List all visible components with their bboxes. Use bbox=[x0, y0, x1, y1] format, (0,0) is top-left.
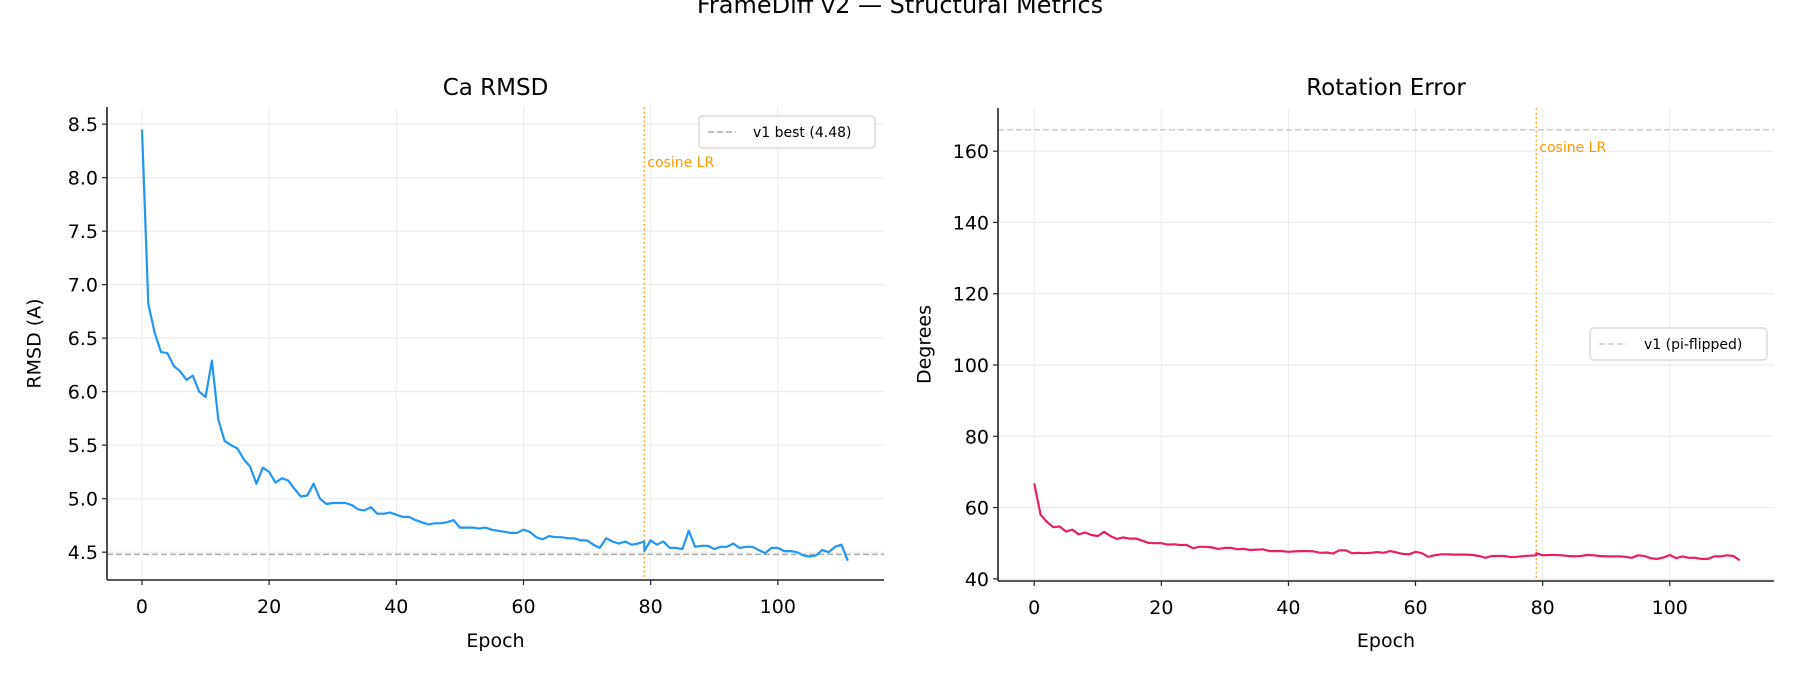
cosine-lr-annotation: cosine LR bbox=[647, 155, 714, 171]
y-tick-label: 6.0 bbox=[68, 382, 98, 404]
plot-title: Rotation Error bbox=[1306, 75, 1466, 101]
y-tick-label: 4.5 bbox=[68, 542, 98, 564]
x-tick-label: 0 bbox=[136, 596, 148, 618]
y-tick-label: 100 bbox=[953, 355, 989, 377]
y-tick-label: 140 bbox=[953, 212, 989, 234]
y-tick-label: 5.5 bbox=[68, 435, 98, 457]
y-tick-label: 40 bbox=[965, 569, 989, 591]
x-tick-label: 0 bbox=[1028, 597, 1040, 619]
legend-label: v1 best (4.48) bbox=[753, 125, 851, 141]
x-tick-label: 100 bbox=[760, 596, 796, 618]
y-tick-label: 120 bbox=[953, 284, 989, 306]
x-tick-label: 40 bbox=[1276, 597, 1300, 619]
plot-title: Ca RMSD bbox=[443, 75, 549, 101]
y-axis-label: Degrees bbox=[914, 305, 936, 384]
x-tick-label: 20 bbox=[1149, 597, 1173, 619]
y-tick-label: 160 bbox=[953, 141, 989, 163]
x-tick-label: 40 bbox=[384, 596, 408, 618]
x-tick-label: 80 bbox=[1531, 597, 1555, 619]
legend-box bbox=[698, 115, 876, 149]
x-tick-label: 60 bbox=[511, 596, 535, 618]
x-tick-label: 80 bbox=[639, 596, 663, 618]
figure-suptitle: FrameDiff v2 — Structural Metrics bbox=[697, 0, 1103, 19]
series-line bbox=[140, 129, 849, 562]
series-line bbox=[1033, 483, 1741, 562]
y-axis-label: RMSD (A) bbox=[24, 298, 46, 388]
rmsd-plot: cosine LR 0 20 40 60 80 100 4.5 5.0 5.5 6.0 6.5 7.0 7… bbox=[24, 75, 884, 652]
x-axis-label: Epoch bbox=[466, 630, 524, 652]
y-tick-label: 7.0 bbox=[68, 275, 98, 297]
y-tick-label: 8.5 bbox=[68, 114, 98, 136]
y-tick-label: 8.0 bbox=[68, 168, 98, 190]
x-tick-label: 60 bbox=[1403, 597, 1427, 619]
rotation-error-plot: cosine LR 0 20 40 60 80 100 40 60 80 100 120 140 160 R… bbox=[914, 75, 1774, 652]
x-axis-label: Epoch bbox=[1357, 630, 1415, 652]
x-tick-label: 100 bbox=[1652, 597, 1688, 619]
y-tick-label: 6.5 bbox=[68, 328, 98, 350]
y-tick-label: 7.5 bbox=[68, 221, 98, 243]
y-tick-label: 5.0 bbox=[68, 489, 98, 511]
legend: v1 (pi-flipped) bbox=[1589, 327, 1768, 361]
cosine-lr-annotation: cosine LR bbox=[1539, 140, 1606, 156]
y-tick-label: 60 bbox=[965, 498, 989, 520]
y-tick-label: 80 bbox=[965, 426, 989, 448]
legend: v1 best (4.48) bbox=[698, 115, 876, 149]
legend-box bbox=[1589, 327, 1768, 361]
legend-label: v1 (pi-flipped) bbox=[1644, 337, 1742, 353]
x-tick-label: 20 bbox=[257, 596, 281, 618]
